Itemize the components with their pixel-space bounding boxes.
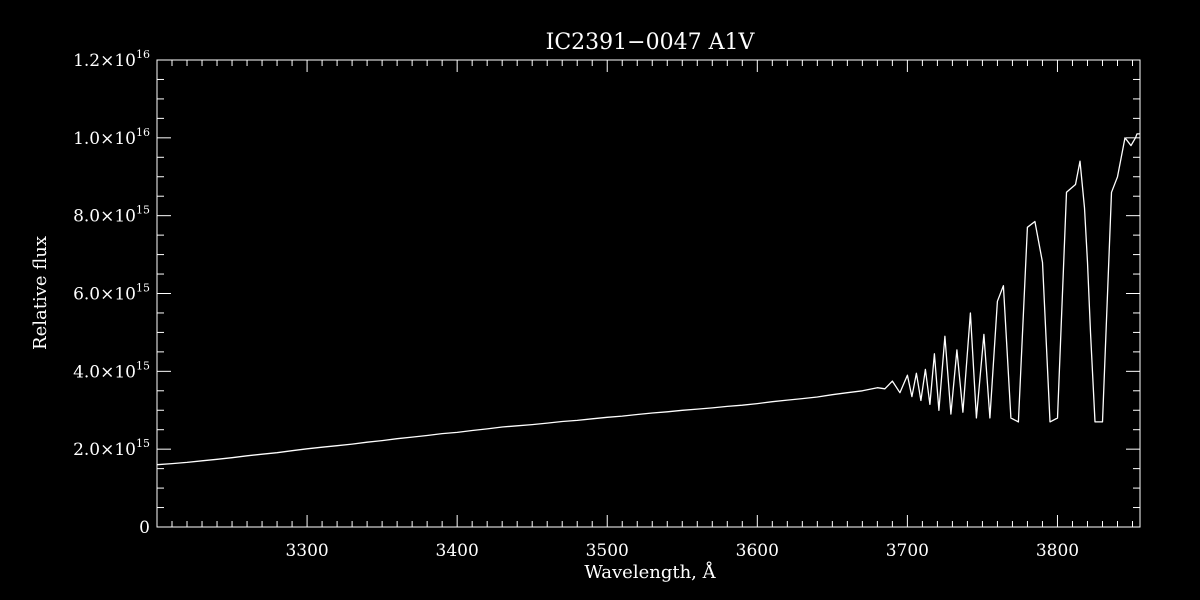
x-axis: 3300 3400 3500 3600 3700 3800 (156, 60, 1133, 561)
y-tick-label: 1.2×1016 (73, 48, 150, 71)
x-tick-label: 3500 (586, 541, 629, 561)
y-tick-label: 6.0×1015 (73, 282, 150, 305)
chart-title: IC2391−0047 A1V (546, 30, 756, 55)
y-tick-label: 0 (139, 518, 150, 538)
spectrum-line (156, 133, 1140, 466)
x-tick-label: 3400 (436, 541, 479, 561)
x-axis-label: Wavelength, Å (584, 561, 716, 583)
y-tick-label: 8.0×1015 (73, 204, 150, 227)
y-axis: 0 2.0×1015 4.0×1015 6.0×1015 8.0×1015 1.0×101… (73, 48, 1140, 538)
y-tick-label: 4.0×1015 (73, 359, 150, 382)
x-tick-label: 3600 (736, 541, 779, 561)
y-tick-label: 1.0×1016 (73, 126, 150, 149)
plot-area (156, 59, 1141, 528)
x-tick-label: 3300 (285, 541, 328, 561)
y-tick-label: 2.0×1015 (73, 437, 150, 460)
x-tick-label: 3800 (1036, 541, 1079, 561)
plot-frame (156, 59, 1141, 528)
y-axis-label: Relative flux (30, 236, 51, 350)
x-tick-label: 3700 (886, 541, 929, 561)
